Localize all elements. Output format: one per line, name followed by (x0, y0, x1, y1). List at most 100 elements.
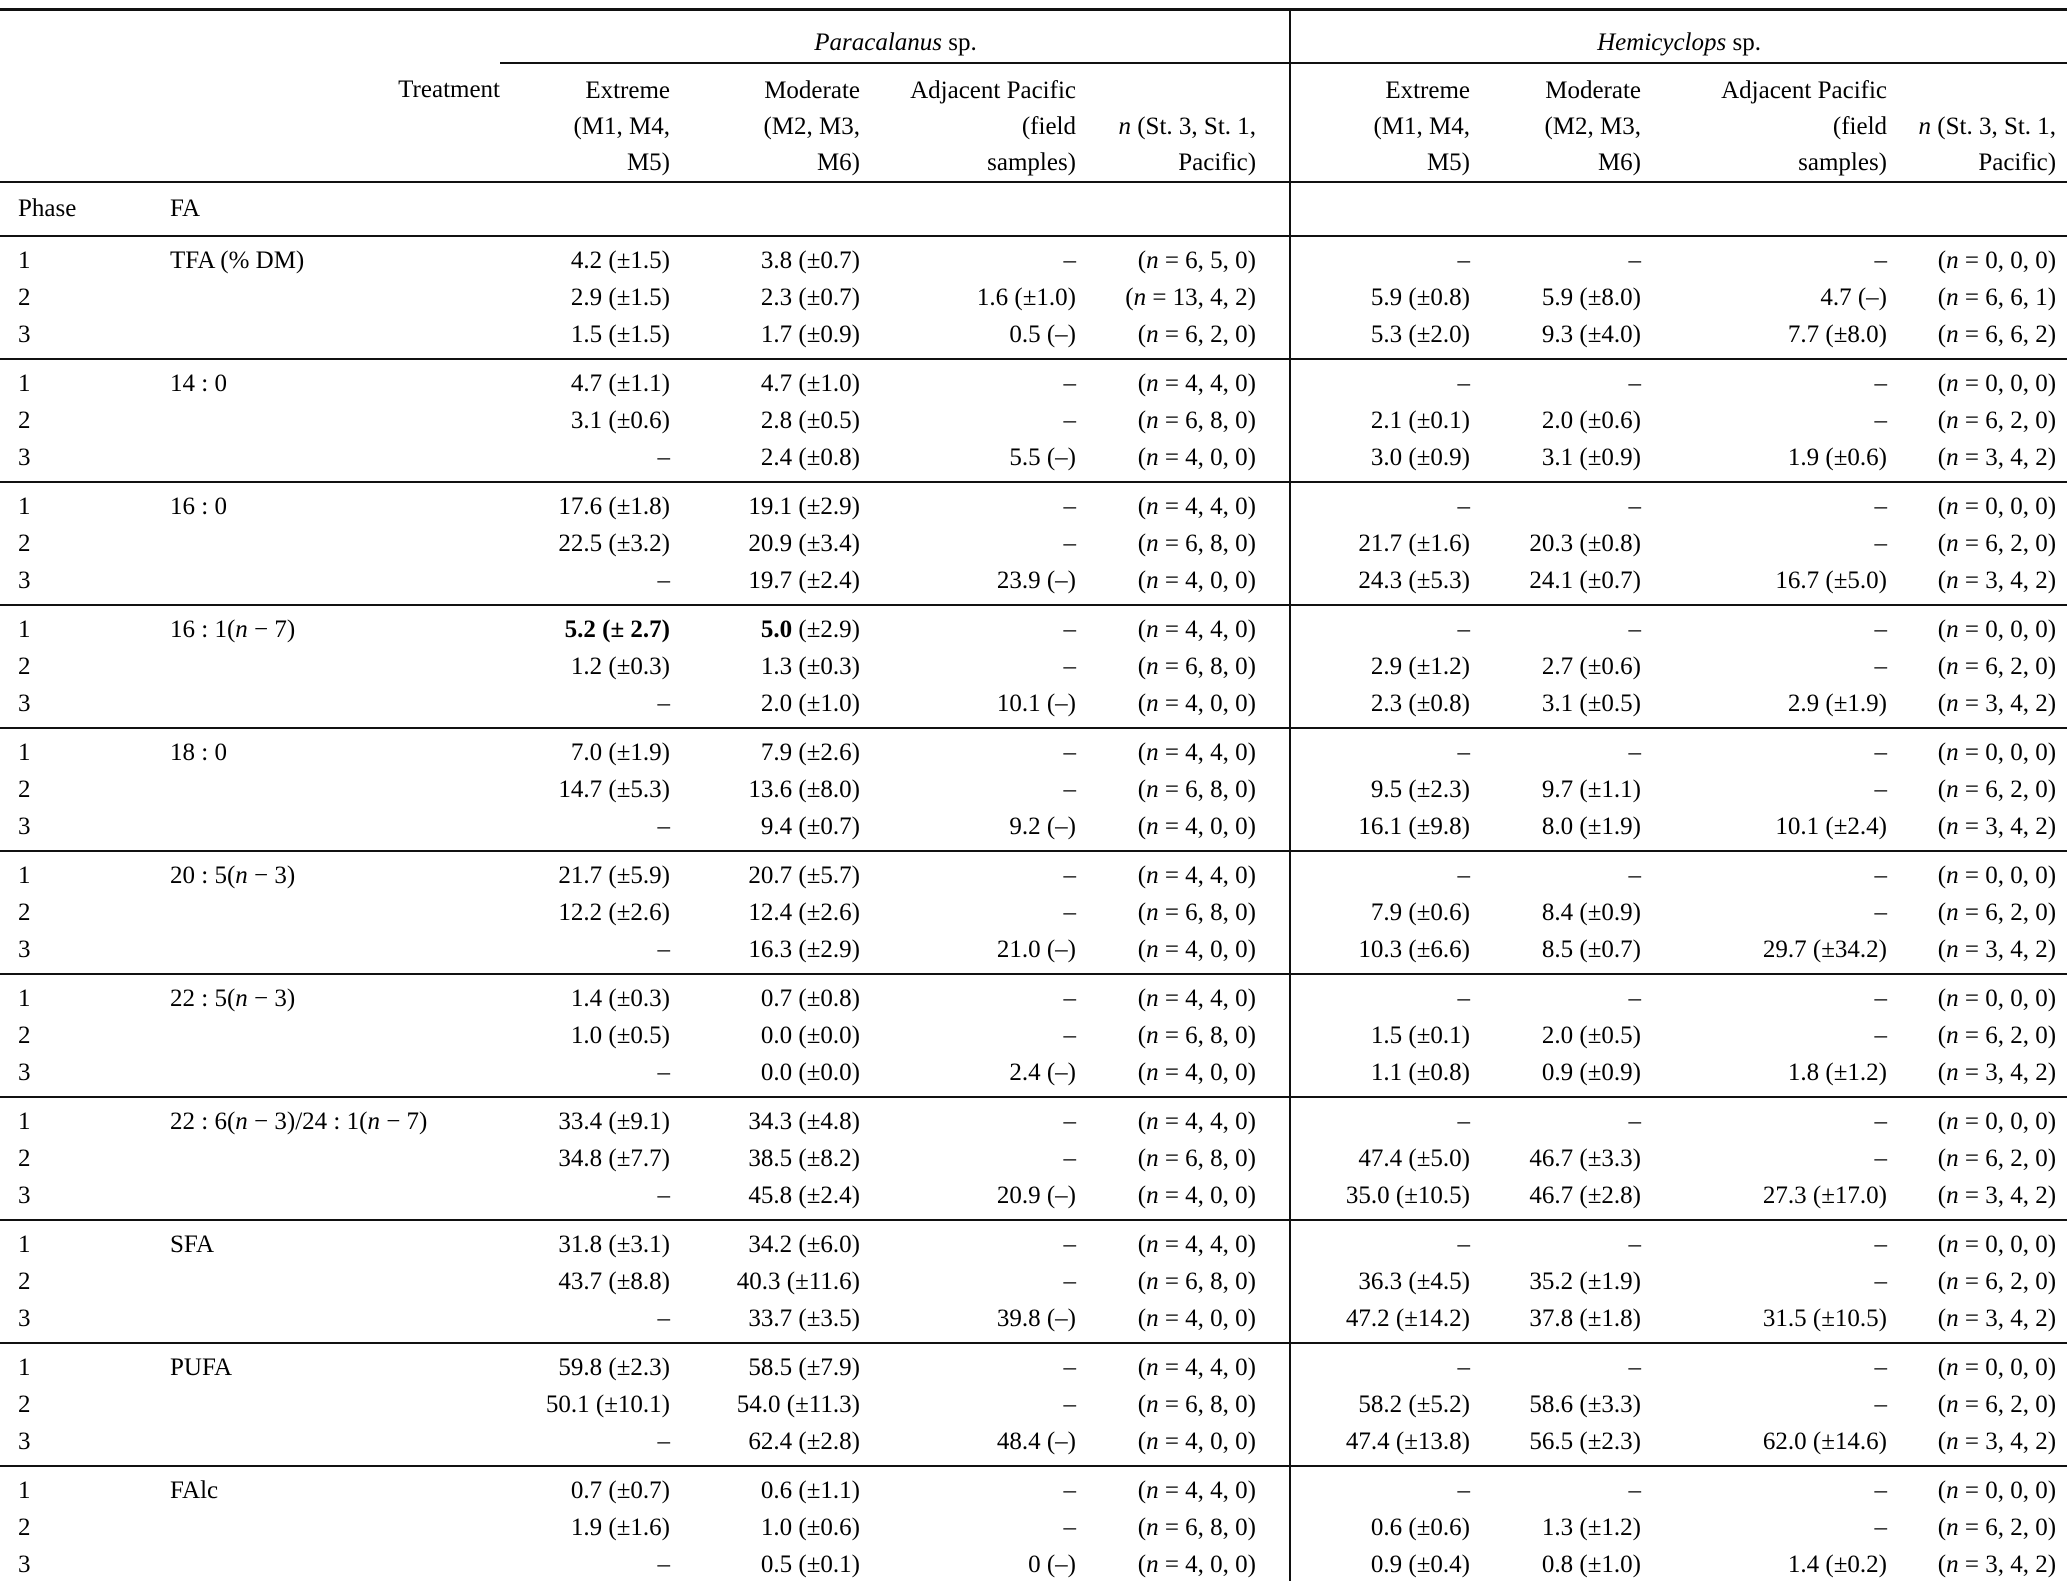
species-title-hemicyclops: Hemicyclops sp. (1291, 8, 2067, 64)
species-suffix: sp. (1726, 29, 1761, 56)
table-row: 3 – 2.0 (±1.0) 10.1 (–) (n = 4, 0, 0) 2.3 (±0… (0, 685, 2067, 728)
table-row: 3 1.5 (±1.5) 1.7 (±0.9) 0.5 (–) (n = 6, 2, 0… (0, 316, 2067, 359)
value-cell: (n = 0, 0, 0) (1889, 850, 2067, 894)
value-cell: – (1643, 1096, 1890, 1140)
fa-label-cell: TFA (% DM) (170, 235, 500, 279)
value-cell: – (1291, 727, 1473, 771)
value-cell: – (862, 727, 1078, 771)
value-cell: 1.5 (±0.1) (1370, 1022, 1471, 1049)
col-header-hemicyclops-moderate: Moderate (M2, M3, M6) (1544, 77, 1642, 176)
value-cell: 1.9 (±1.6) (570, 1514, 670, 1541)
phase-cell: 1 (0, 727, 170, 771)
value-cell: (n = 4, 0, 0) (1137, 813, 1257, 840)
value-cell: 34.8 (±7.7) (558, 1145, 670, 1172)
value-cell: – (1291, 604, 1473, 648)
fa-label-cell: FAlc (170, 1465, 500, 1509)
value-cell: 20.3 (±0.8) (1529, 530, 1642, 557)
fa-label-cell (170, 439, 500, 482)
value-cell: – (1643, 358, 1890, 402)
table-row: 2 1.2 (±0.3) 1.3 (±0.3) – (n = 6, 8, 0) 2.9 (… (0, 648, 2067, 685)
table-row: 3 – 9.4 (±0.7) 9.2 (–) (n = 4, 0, 0) 16.1 (±9… (0, 808, 2067, 851)
value-cell: (n = 4, 0, 0) (1137, 567, 1257, 594)
value-cell: 21.7 (±5.9) (500, 850, 672, 894)
phase-cell: 3 (18, 690, 31, 717)
value-cell: – (1063, 407, 1077, 434)
table-row: 2 14.7 (±5.3) 13.6 (±8.0) – (n = 6, 8, 0) 9.5… (0, 771, 2067, 808)
value-cell: 17.6 (±1.8) (500, 481, 672, 525)
fa-label-cell: 14 : 0 (170, 358, 500, 402)
value-cell: 21.7 (±1.6) (1358, 530, 1471, 557)
table-header: Paracalanus sp. Hemicyclops sp. Treatmen… (0, 8, 2067, 237)
header-corner (0, 8, 500, 63)
value-cell: 31.5 (±10.5) (1762, 1305, 1888, 1332)
fa-label-cell: 20 : 5(n − 3) (170, 850, 500, 894)
value-cell: 8.4 (±0.9) (1541, 899, 1642, 926)
value-cell: 0.0 (±0.0) (760, 1022, 860, 1049)
fa-label-cell (170, 1423, 500, 1466)
value-cell: 34.3 (±4.8) (672, 1096, 862, 1140)
value-cell: – (1472, 604, 1644, 648)
value-cell: 5.3 (±2.0) (1370, 321, 1471, 348)
phase-cell: 2 (18, 284, 31, 311)
value-cell: – (1063, 530, 1077, 557)
phase-cell: 1 (0, 604, 170, 648)
value-cell: – (862, 604, 1078, 648)
value-cell: 8.5 (±0.7) (1541, 936, 1642, 963)
value-cell: 0.9 (±0.9) (1541, 1059, 1642, 1086)
value-cell: 2.9 (±1.5) (570, 284, 670, 311)
value-cell: – (1643, 481, 1890, 525)
table-row: 3 – 19.7 (±2.4) 23.9 (–) (n = 4, 0, 0) 24.3 (… (0, 562, 2067, 605)
value-cell: (n = 6, 2, 0) (1937, 653, 2057, 680)
value-cell: – (1472, 1096, 1644, 1140)
col-header-hemicyclops-extreme: Extreme (M1, M4, M5) (1373, 77, 1471, 176)
value-cell: 24.3 (±5.3) (1358, 567, 1471, 594)
fa-label-cell (170, 562, 500, 605)
value-cell: 0.5 (±0.1) (672, 1546, 862, 1588)
fa-label-cell (170, 685, 500, 728)
value-cell: (n = 4, 4, 0) (1078, 481, 1292, 525)
value-cell: 12.2 (±2.6) (558, 899, 670, 926)
table-row: 2 3.1 (±0.6) 2.8 (±0.5) – (n = 6, 8, 0) 2.1 (… (0, 402, 2067, 439)
value-cell: (n = 6, 2, 0) (1937, 1145, 2057, 1172)
value-cell: (n = 0, 0, 0) (1889, 1219, 2067, 1263)
col-header-paracalanus-moderate: Moderate (M2, M3, M6) (763, 77, 860, 176)
value-cell: 1.0 (±0.6) (760, 1514, 860, 1541)
col-header-paracalanus-adjacent-pacific: Adjacent Pacific (field samples) (910, 77, 1076, 176)
value-cell: 46.7 (±2.8) (1529, 1182, 1642, 1209)
value-cell: 1.9 (±0.6) (1787, 444, 1888, 471)
fa-header: FA (170, 181, 500, 237)
phase-cell: 2 (18, 1268, 31, 1295)
value-cell: 27.3 (±17.0) (1762, 1182, 1888, 1209)
table-row: 3 –0.5 (±0.1) 0 (–) (n = 4, 0, 0) 0.9 (±0.4)… (0, 1546, 2067, 1588)
table-row: 2 50.1 (±10.1) 54.0 (±11.3) – (n = 6, 8, 0) 5… (0, 1386, 2067, 1423)
value-cell: – (1643, 1219, 1890, 1263)
value-cell: 3.8 (±0.7) (672, 235, 862, 279)
fatty-acid-table: Paracalanus sp. Hemicyclops sp. Treatmen… (0, 8, 2067, 1588)
value-cell: – (1472, 727, 1644, 771)
value-cell: 40.3 (±11.6) (736, 1268, 860, 1295)
value-cell: – (1472, 973, 1644, 1017)
value-cell: (n = 6, 2, 0) (1937, 1022, 2057, 1049)
phase-header: Phase (0, 181, 170, 237)
value-cell: (n = 6, 2, 0) (1937, 899, 2057, 926)
value-cell: 45.8 (±2.4) (748, 1182, 860, 1209)
fa-label-cell (170, 894, 500, 931)
value-cell: – (1291, 358, 1473, 402)
species-title-paracalanus: Paracalanus sp. (500, 8, 1292, 64)
phase-cell: 1 (0, 1465, 170, 1509)
fa-label-cell (170, 1017, 500, 1054)
value-cell: 10.1 (–) (996, 690, 1076, 717)
value-cell: – (1874, 530, 1888, 557)
value-cell: 37.8 (±1.8) (1529, 1305, 1642, 1332)
value-cell: 7.9 (±0.6) (1370, 899, 1471, 926)
table-row: 1 16 : 1(n − 7) 5.2 (± 2.7) 5.0 (±2.9) – (n =… (0, 604, 2067, 648)
table-row: 1 PUFA 59.8 (±2.3) 58.5 (±7.9) – (n = 4, 4, 0… (0, 1342, 2067, 1386)
value-cell: 3.0 (±0.9) (1370, 444, 1471, 471)
value-cell: – (1472, 1465, 1644, 1509)
value-cell: 1.5 (±1.5) (570, 321, 670, 348)
value-cell: 20.9 (±3.4) (748, 530, 860, 557)
phase-cell: 2 (18, 1145, 31, 1172)
value-cell: (n = 6, 2, 0) (1937, 1391, 2057, 1418)
table-row: 1 20 : 5(n − 3) 21.7 (±5.9) 20.7 (±5.7) – (n … (0, 850, 2067, 894)
